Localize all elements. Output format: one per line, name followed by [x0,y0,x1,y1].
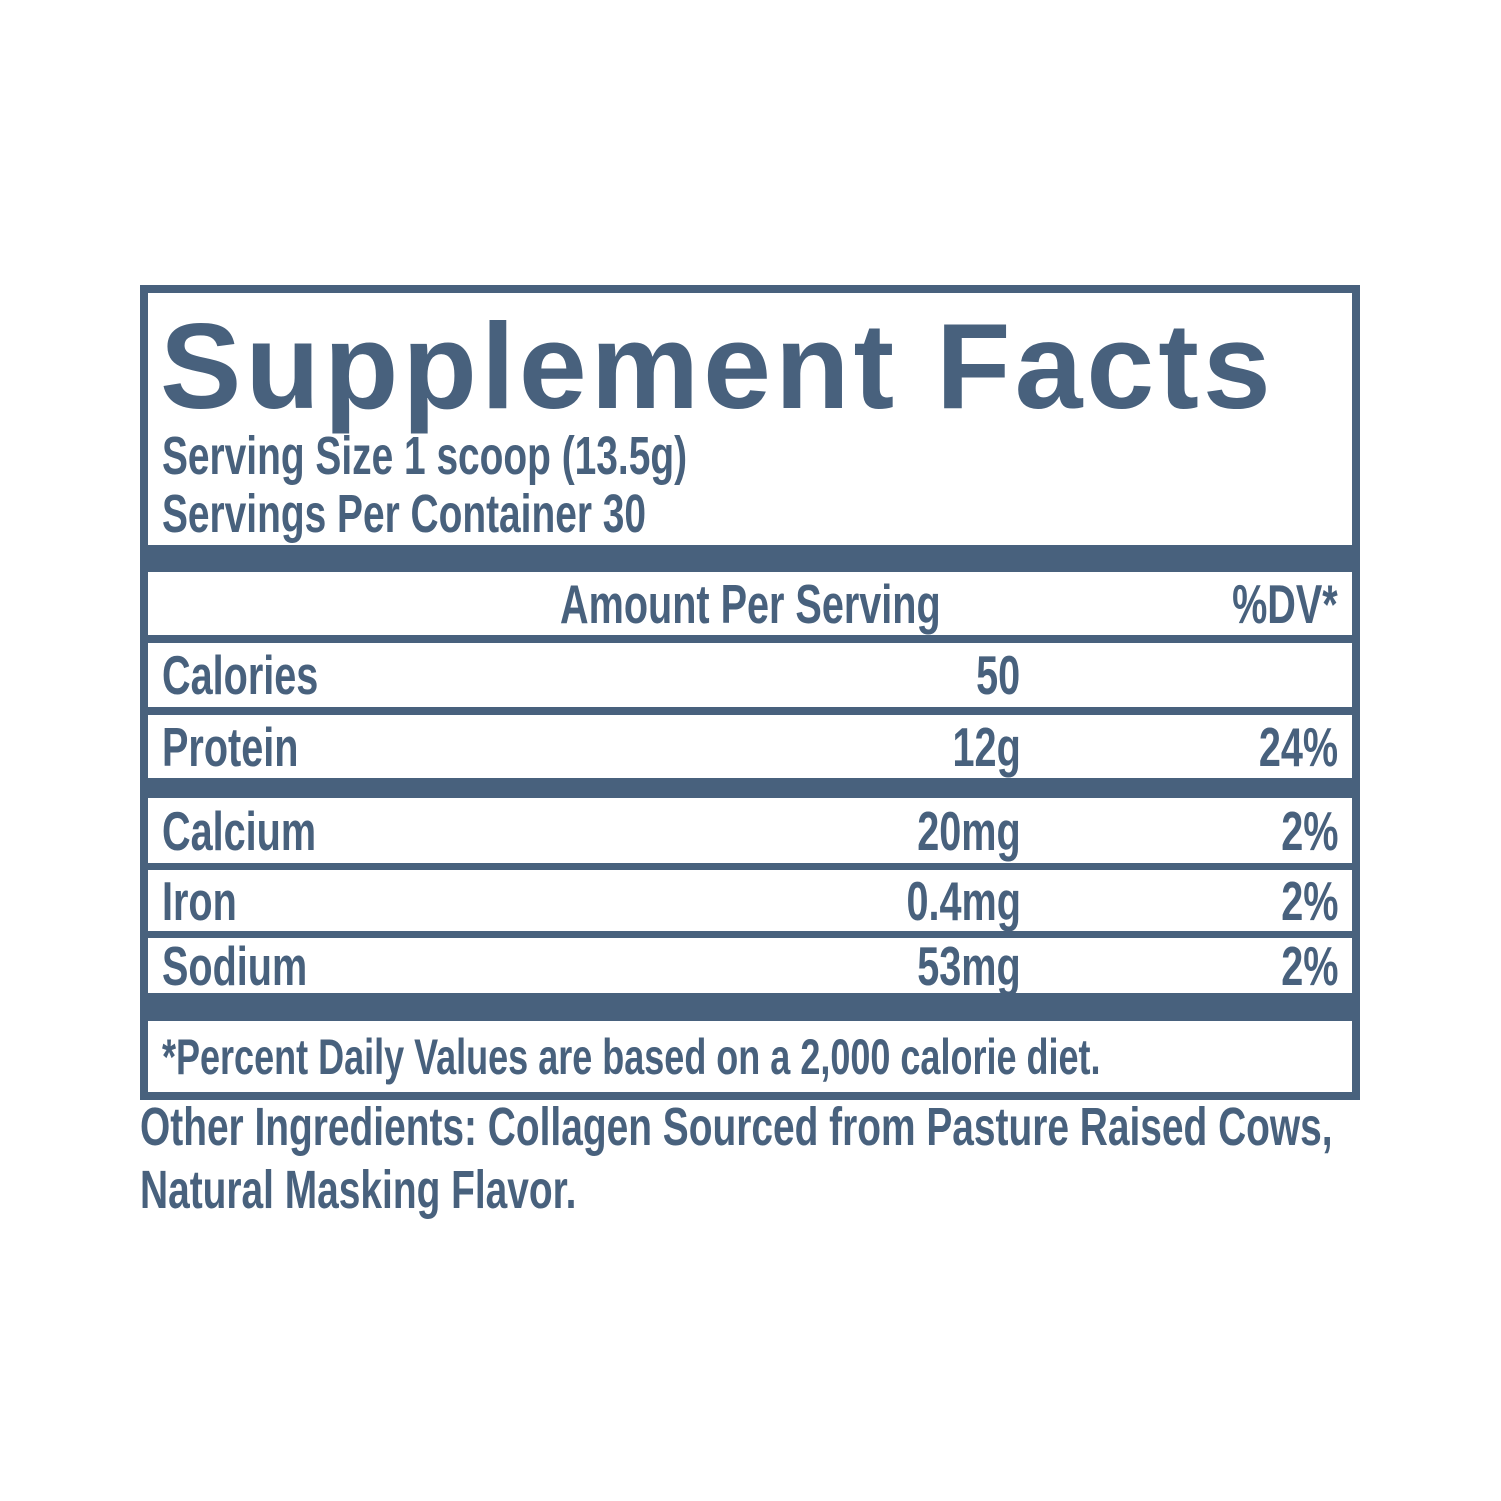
nutrient-dv: 2% [1020,869,1338,933]
supplement-facts-panel: Supplement Facts Serving Size 1 scoop (1… [140,285,1360,1100]
other-ingredients-line-2: Natural Masking Flavor. [140,1159,1501,1222]
amount-per-serving-header: Amount Per Serving [559,572,941,635]
divider-after-calories [148,707,1352,715]
table-header-row: Amount Per Serving %DV* [148,572,1352,635]
nutrient-dv: 2% [1020,934,1338,998]
servings-per-container-line: Servings Per Container 30 [162,485,1338,543]
nutrient-dv-text: 24% [1258,715,1338,778]
daily-value-footnote-text: *Percent Daily Values are based on a 2,0… [162,1028,1101,1085]
divider-after-calcium [148,863,1352,870]
nutrient-amount-text: 12g [952,715,1021,778]
thick-divider-top [148,545,1352,572]
panel-title: Supplement Facts [160,298,1275,434]
dv-header: %DV* [1232,572,1338,635]
nutrient-name: Protein [162,715,632,779]
nutrient-name: Calcium [162,799,632,863]
nutrient-dv [1020,643,1338,707]
thick-divider-after-protein [148,778,1352,798]
nutrient-amount: 50 [632,643,1020,707]
nutrient-dv: 24% [1020,715,1338,779]
divider-after-header [148,635,1352,643]
other-ingredients-text-1: Other Ingredients: Collagen Sourced from… [140,1097,1333,1157]
daily-value-footnote: *Percent Daily Values are based on a 2,0… [148,1021,1352,1092]
nutrient-amount: 53mg [632,934,1020,998]
nutrient-name-text: Calcium [162,799,317,862]
nutrient-amount-text: 20mg [917,799,1021,862]
divider-after-iron [148,931,1352,938]
nutrient-amount-text: 53mg [917,934,1021,997]
table-row-protein: Protein 12g 24% [148,715,1352,778]
nutrient-dv-text: 2% [1280,934,1338,997]
nutrient-dv: 2% [1020,799,1338,863]
table-row-sodium: Sodium 53mg 2% [148,935,1352,997]
other-ingredients-text-2: Natural Masking Flavor. [140,1160,577,1220]
nutrient-name-text: Protein [162,715,299,778]
dv-header-wrap: %DV* [1191,572,1338,635]
nutrient-name: Sodium [162,934,632,998]
other-ingredients: Other Ingredients: Collagen Sourced from… [140,1096,1501,1222]
nutrient-amount: 0.4mg [632,869,1020,933]
table-row-calcium: Calcium 20mg 2% [148,798,1352,863]
servings-per-container-text: Servings Per Container 30 [162,484,647,544]
nutrient-name-text: Calories [162,644,319,706]
serving-size-line: Serving Size 1 scoop (13.5g) [162,427,1338,485]
nutrient-name: Iron [162,869,632,933]
nutrient-amount: 12g [632,715,1020,779]
serving-info: Serving Size 1 scoop (13.5g) Servings Pe… [148,427,1352,543]
nutrient-name: Calories [162,643,632,707]
nutrient-dv-text: 2% [1280,869,1338,932]
serving-size-text: Serving Size 1 scoop (13.5g) [162,426,688,486]
nutrient-amount-text: 0.4mg [906,869,1021,932]
other-ingredients-line-1: Other Ingredients: Collagen Sourced from… [140,1096,1501,1159]
nutrient-dv-text: 2% [1280,799,1338,862]
nutrient-name-text: Iron [162,869,237,932]
nutrient-name-text: Sodium [162,934,308,997]
table-row-iron: Iron 0.4mg 2% [148,869,1352,933]
thick-divider-bottom [148,993,1352,1021]
table-row-calories: Calories 50 [148,643,1352,707]
nutrient-amount: 20mg [632,799,1020,863]
nutrient-amount-text: 50 [976,644,1021,706]
